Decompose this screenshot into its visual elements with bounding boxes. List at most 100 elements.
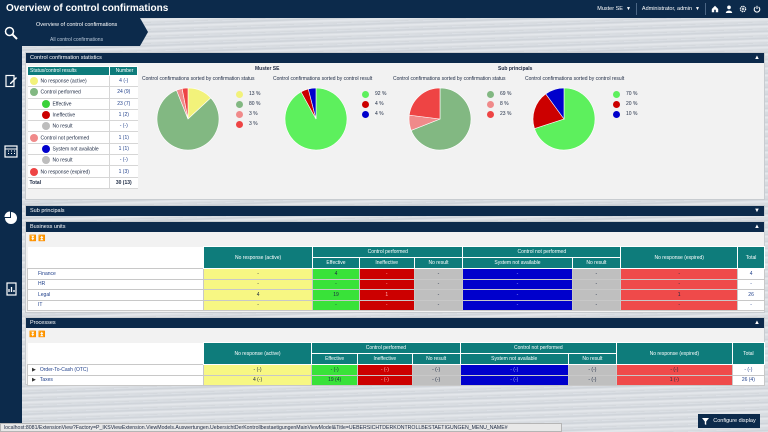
table-cell[interactable]: - bbox=[620, 299, 739, 311]
sub-principals-panel-header[interactable]: Sub principals ▼ bbox=[26, 206, 764, 216]
table-cell[interactable]: - bbox=[358, 278, 415, 290]
pie-slice[interactable] bbox=[534, 87, 596, 151]
stats-row-number[interactable]: 1 (1) bbox=[109, 143, 138, 156]
table-cell[interactable]: 26 bbox=[737, 289, 765, 301]
business-unit-name[interactable]: HR bbox=[27, 278, 204, 290]
table-cell[interactable]: - bbox=[737, 299, 765, 311]
business-unit-name[interactable]: IT bbox=[27, 299, 204, 311]
table-cell[interactable]: 19 (4) bbox=[311, 374, 359, 386]
calendar-icon[interactable] bbox=[4, 144, 18, 158]
table-cell[interactable]: - (-) bbox=[459, 364, 569, 376]
nav-all-confirmations[interactable]: All control confirmations bbox=[50, 37, 104, 43]
table-cell[interactable]: 4 bbox=[312, 268, 360, 280]
table-cell[interactable]: - bbox=[462, 299, 573, 311]
table-cell[interactable]: - (-) bbox=[615, 364, 733, 376]
table-cell[interactable]: - (-) bbox=[567, 374, 617, 386]
pie-slice[interactable] bbox=[532, 93, 565, 129]
table-cell[interactable]: - bbox=[462, 268, 573, 280]
table-cell[interactable]: - bbox=[413, 299, 464, 311]
table-cell[interactable]: - (-) bbox=[731, 364, 766, 376]
table-cell[interactable]: - bbox=[620, 278, 739, 290]
table-cell[interactable]: - bbox=[571, 278, 622, 290]
processes-panel-header[interactable]: Processes ▲ bbox=[26, 318, 764, 328]
process-name[interactable]: ▶ Taxes bbox=[27, 374, 204, 386]
business-unit-name[interactable]: Finance bbox=[27, 268, 204, 280]
stats-row-number[interactable]: - (-) bbox=[109, 120, 138, 133]
table-cell[interactable]: - bbox=[358, 268, 415, 280]
table-cell[interactable]: 4 bbox=[737, 268, 765, 280]
table-cell[interactable]: 4 (-) bbox=[202, 374, 313, 386]
statistics-panel-header[interactable]: Control confirmation statistics ▲ bbox=[26, 53, 764, 63]
stats-row-number[interactable]: 1 (2) bbox=[109, 109, 138, 122]
pie-slice[interactable] bbox=[181, 87, 189, 120]
expand-row-icon[interactable]: ▶ bbox=[32, 377, 36, 384]
table-cell[interactable]: 19 bbox=[312, 289, 360, 301]
table-cell[interactable]: 26 (4) bbox=[731, 374, 766, 386]
pie-slice[interactable] bbox=[156, 89, 220, 151]
table-cell[interactable]: - (-) bbox=[357, 374, 413, 386]
sidebar bbox=[0, 18, 22, 424]
pie-slice[interactable] bbox=[307, 87, 317, 120]
pie-slice[interactable] bbox=[408, 87, 441, 120]
table-cell[interactable]: - (-) bbox=[411, 364, 461, 376]
business-units-panel-header[interactable]: Business units ▲ bbox=[26, 222, 764, 232]
logout-icon[interactable] bbox=[753, 5, 761, 13]
table-cell[interactable]: - (-) bbox=[357, 364, 413, 376]
table-cell[interactable]: - bbox=[312, 299, 360, 311]
stats-row-number[interactable]: 23 (7) bbox=[109, 98, 138, 110]
table-cell[interactable]: - bbox=[202, 278, 314, 290]
table-cell[interactable]: - bbox=[413, 289, 464, 301]
table-cell[interactable]: - (-) bbox=[202, 364, 313, 376]
business-unit-name[interactable]: Legal bbox=[27, 289, 204, 301]
table-cell[interactable]: - bbox=[737, 278, 765, 290]
configure-display-button[interactable]: Configure display bbox=[698, 414, 760, 428]
report-icon[interactable] bbox=[4, 282, 18, 296]
customer-dropdown[interactable]: Muster SE ▼ bbox=[597, 6, 631, 12]
expand-collapse-all-icons[interactable]: ⏬ ⏫ bbox=[29, 236, 46, 242]
collapse-icon[interactable]: ▲ bbox=[754, 224, 760, 230]
table-cell[interactable]: - bbox=[620, 268, 739, 280]
stats-row-number[interactable]: - (-) bbox=[109, 154, 138, 167]
table-cell[interactable]: 1 bbox=[620, 289, 739, 301]
home-icon[interactable] bbox=[711, 5, 719, 13]
expand-collapse-all-icons[interactable]: ⏬ ⏫ bbox=[29, 332, 46, 338]
table-cell[interactable]: - (-) bbox=[311, 364, 359, 376]
collapse-icon[interactable]: ▲ bbox=[754, 320, 760, 326]
table-cell[interactable]: - bbox=[571, 299, 622, 311]
expand-icon[interactable]: ▼ bbox=[754, 208, 760, 214]
user-dropdown[interactable]: Administrator, admin ▼ bbox=[641, 6, 700, 12]
stats-row-number[interactable]: 4 (-) bbox=[109, 75, 138, 88]
table-cell[interactable]: - (-) bbox=[411, 374, 461, 386]
table-cell[interactable]: - bbox=[202, 268, 314, 280]
col-no-result: No result bbox=[571, 257, 622, 269]
table-cell[interactable]: 4 bbox=[202, 289, 314, 301]
table-cell[interactable]: 1 (-) bbox=[615, 374, 733, 386]
pie-slice[interactable] bbox=[410, 87, 472, 151]
pie-chart-icon[interactable] bbox=[4, 211, 18, 225]
table-cell[interactable]: - bbox=[202, 299, 314, 311]
table-cell[interactable]: - bbox=[413, 278, 464, 290]
table-cell[interactable]: - (-) bbox=[459, 374, 569, 386]
table-cell[interactable]: - bbox=[462, 278, 573, 290]
stats-row-number[interactable]: 1 (1) bbox=[109, 131, 138, 144]
search-icon[interactable] bbox=[4, 26, 18, 40]
table-cell[interactable]: - bbox=[462, 289, 573, 301]
process-name[interactable]: ▶ Order-To-Cash (OTC) bbox=[27, 364, 204, 376]
gear-icon[interactable] bbox=[739, 5, 747, 13]
statistics-panel: Control confirmation statistics ▲ bbox=[25, 52, 765, 200]
collapse-icon[interactable]: ▲ bbox=[754, 55, 760, 61]
stats-row-number[interactable]: 1 (3) bbox=[109, 165, 138, 178]
table-cell[interactable]: - bbox=[358, 299, 415, 311]
nav-overview[interactable]: Overview of control confirmations bbox=[36, 22, 118, 28]
table-cell[interactable]: - bbox=[413, 268, 464, 280]
user-icon[interactable] bbox=[725, 5, 733, 13]
table-cell[interactable]: - bbox=[312, 278, 360, 290]
table-cell[interactable]: 1 bbox=[358, 289, 415, 301]
table-cell[interactable]: - bbox=[571, 289, 622, 301]
table-cell[interactable]: - (-) bbox=[567, 364, 617, 376]
edit-document-icon[interactable] bbox=[4, 74, 18, 88]
table-cell[interactable]: - bbox=[571, 268, 622, 280]
expand-row-icon[interactable]: ▶ bbox=[32, 366, 36, 373]
pie-slice[interactable] bbox=[545, 87, 565, 120]
stats-row-number[interactable]: 24 (9) bbox=[109, 86, 138, 99]
